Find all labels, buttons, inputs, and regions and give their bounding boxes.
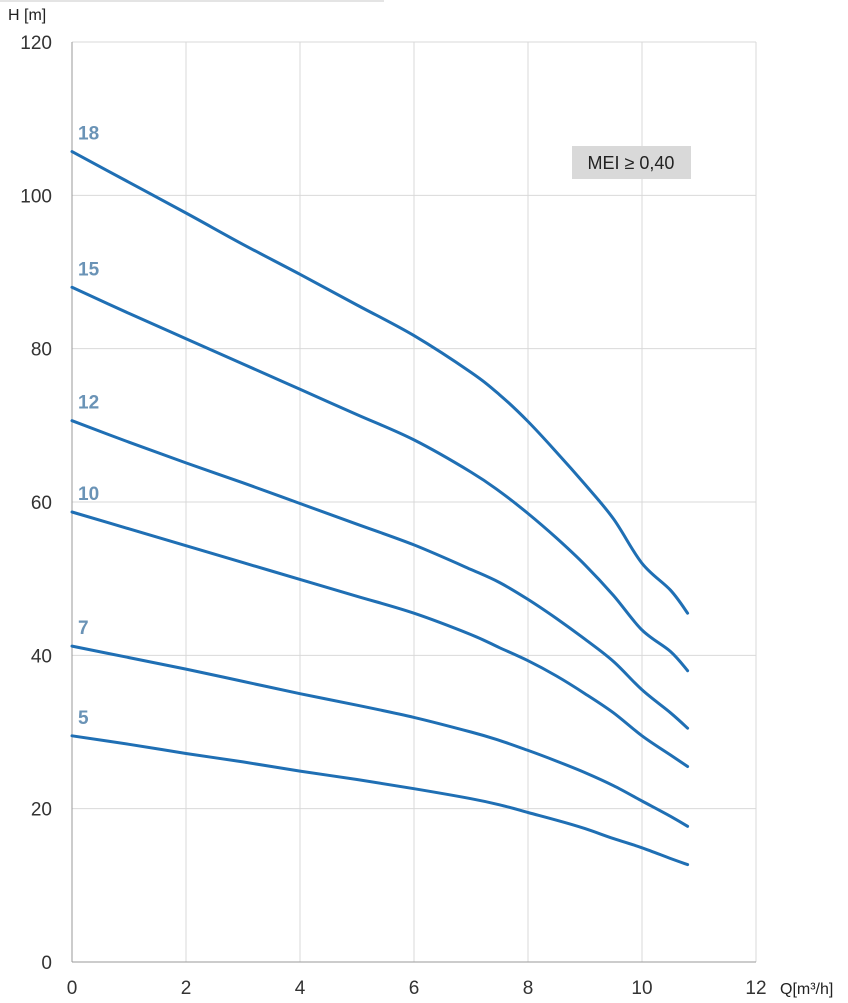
series-line-5	[70, 734, 690, 867]
series-label-15: 15	[78, 259, 100, 280]
series-line-18	[70, 150, 690, 615]
grid	[72, 41, 757, 962]
y-tick-label: 20	[31, 800, 52, 821]
y-tick-label: 100	[20, 186, 52, 207]
y-tick-label: 0	[41, 953, 52, 974]
x-tick-label: 8	[523, 978, 534, 999]
x-axis-title: Q[m³/h]	[780, 981, 833, 998]
y-axis-title: H [m]	[8, 7, 46, 24]
series-label-18: 18	[78, 124, 99, 145]
series-line-12	[70, 419, 690, 730]
y-tick-label: 120	[20, 33, 52, 54]
x-tick-label: 4	[295, 978, 306, 999]
series-label-7: 7	[78, 618, 89, 639]
x-tick-label: 12	[745, 978, 766, 999]
y-tick-label: 40	[31, 646, 52, 667]
x-tick-label: 2	[181, 978, 192, 999]
series-line-15	[70, 285, 690, 673]
series-labels: 18 15 12 10 7 5	[78, 124, 100, 729]
series-label-10: 10	[78, 484, 99, 505]
x-tick-label: 6	[409, 978, 420, 999]
y-tick-label: 80	[31, 340, 52, 361]
series-line-7	[70, 644, 690, 828]
series-lines	[70, 150, 690, 867]
series-label-12: 12	[78, 393, 99, 414]
mei-badge-background	[572, 146, 691, 179]
y-tick-label: 60	[31, 493, 52, 514]
mei-badge: MEI ≥ 0,40	[572, 146, 691, 179]
mei-badge-text: MEI ≥ 0,40	[588, 153, 675, 173]
series-line-10	[70, 510, 690, 768]
axes	[71, 42, 756, 963]
x-tick-label: 10	[631, 978, 652, 999]
series-label-5: 5	[78, 708, 89, 729]
x-tick-label: 0	[67, 978, 78, 999]
